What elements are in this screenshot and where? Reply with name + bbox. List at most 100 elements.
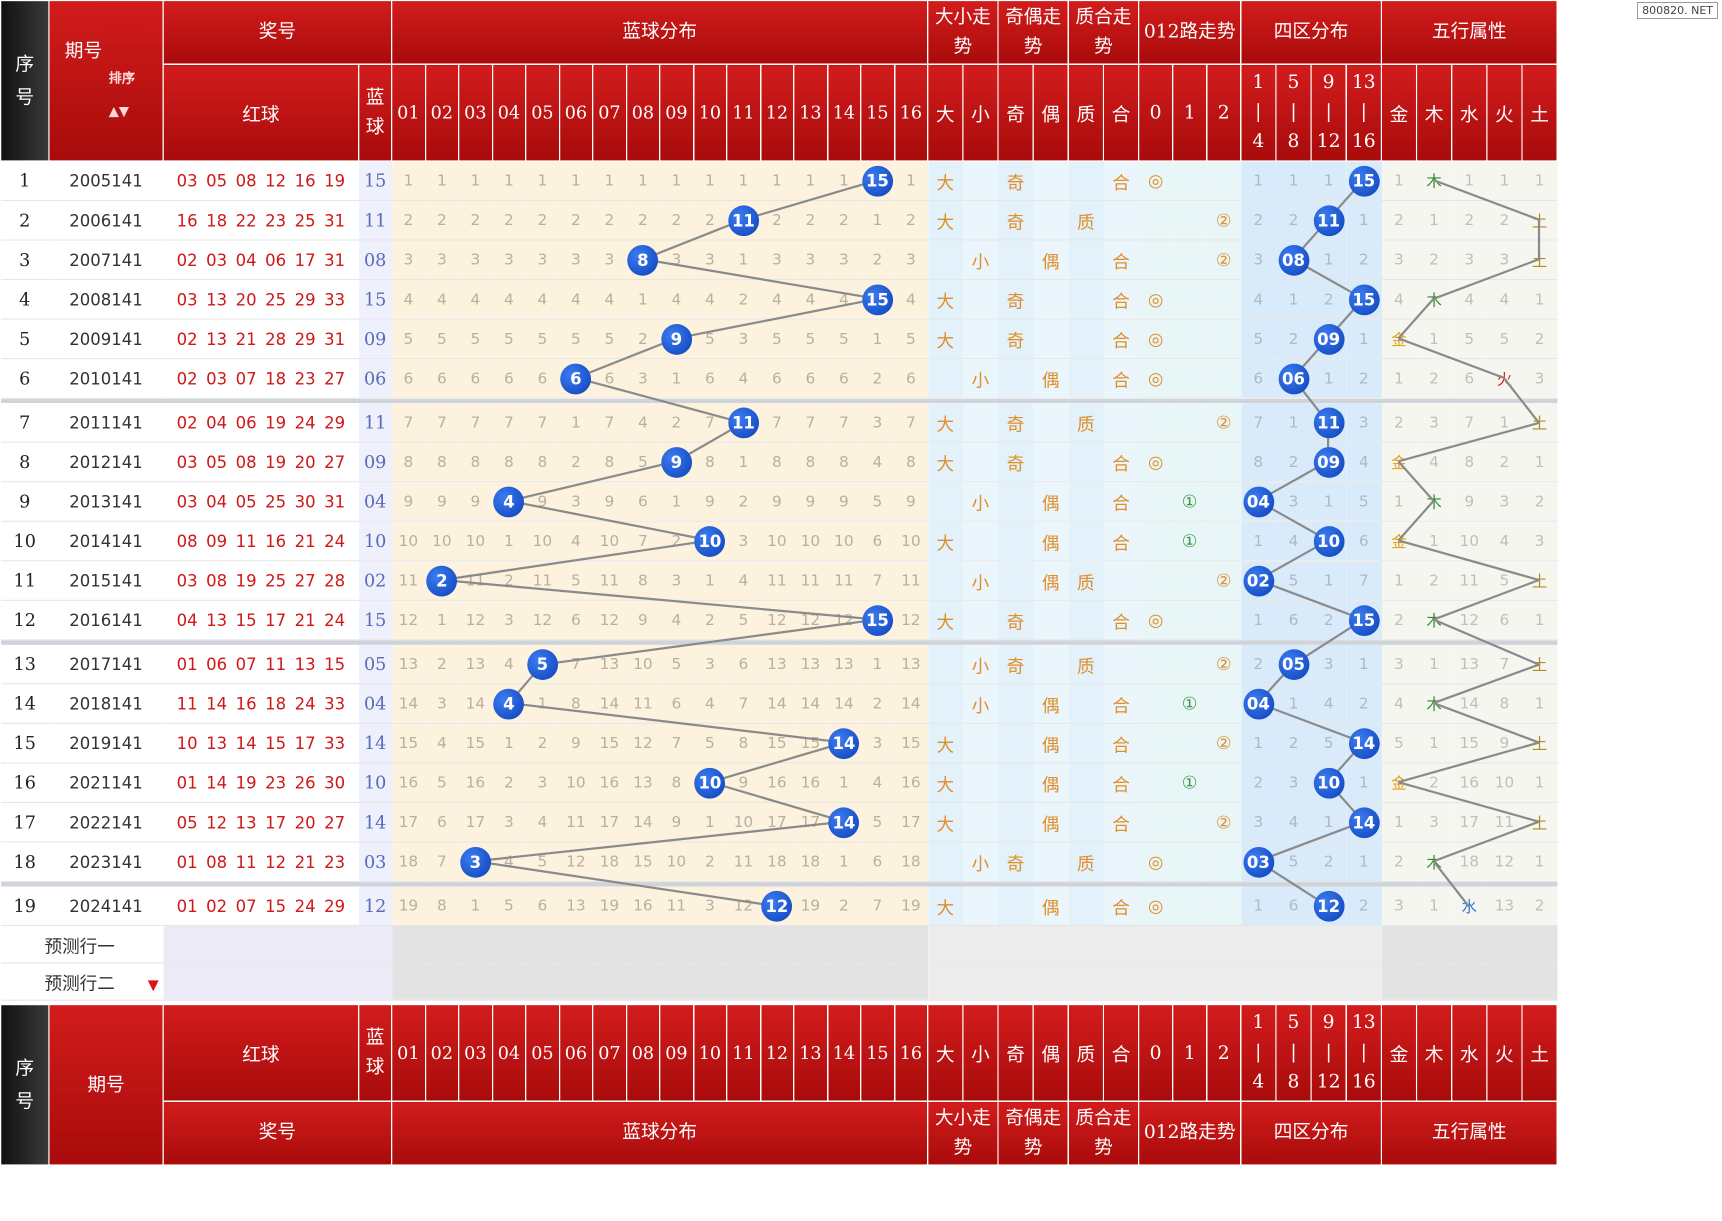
predict-input[interactable] — [163, 962, 392, 1001]
wx-cell: 1 — [1521, 442, 1558, 483]
predict-row2[interactable]: 预测行二 ▼ — [0, 962, 1558, 1001]
table-row[interactable]: 9 2013141 03 04 05 25 30 31 04 9 9 9 4 9 3 9 6 1 9 2 9 9… — [0, 481, 1558, 522]
zone-top: 9 — [1322, 71, 1335, 94]
r012-cell — [1172, 279, 1207, 320]
zone-cell: 12 — [1311, 886, 1347, 927]
zone-cell: 02 — [1240, 560, 1276, 601]
table-row[interactable]: 7 2011141 02 04 06 19 24 29 11 7 7 7 7 7 1 7 4 2 7 11 7… — [0, 403, 1558, 443]
row-seq: 12 — [0, 600, 49, 641]
table-row[interactable]: 16 2021141 01 14 19 23 26 30 10 16 5 16 2 3 10 16 1… — [0, 762, 1558, 804]
sort-button[interactable]: 排序 ▲▼ — [108, 69, 136, 119]
row-blue-ball: 14 — [358, 802, 392, 843]
header-period[interactable]: 期号 — [48, 1004, 164, 1166]
header-red: 红球 — [162, 63, 360, 162]
zone-cell: 7 — [1240, 403, 1276, 443]
row-seq: 7 — [0, 403, 49, 443]
row-blue-ball: 04 — [358, 481, 392, 522]
oe-cell — [1033, 403, 1069, 443]
table-row[interactable]: 13 2017141 01 06 07 11 13 15 05 13 2 13 4 5 7 13 10… — [0, 644, 1558, 685]
wx-cell: 土 — [1521, 240, 1558, 281]
dist-cell: 2 — [391, 200, 426, 241]
zone-cell: 04 — [1240, 683, 1276, 724]
dist-cell: 1 — [726, 442, 761, 483]
zone-cell: 1 — [1311, 358, 1347, 399]
predict-trend[interactable] — [927, 925, 1382, 964]
size-cell: 大 — [927, 279, 963, 320]
table-row[interactable]: 17 2022141 05 12 13 17 20 27 14 17 6 17 3 4 11 17 1… — [0, 802, 1558, 843]
down-arrow-icon[interactable]: ▼ — [147, 977, 159, 994]
dist-cell: 1 — [492, 723, 526, 764]
table-row[interactable]: 18 2023141 01 08 11 12 21 23 03 18 7 3 4 5 12 18 15… — [0, 842, 1558, 883]
predict-dist[interactable] — [391, 925, 928, 964]
wx-cell: 13 — [1451, 644, 1487, 685]
dist-cell: 7 — [391, 403, 426, 443]
table-row[interactable]: 5 2009141 02 13 21 28 29 31 09 5 5 5 5 5 5 5 2 9 5 3 5 5… — [0, 319, 1558, 360]
zone-cell: 1 — [1346, 762, 1382, 804]
dist-cell: 5 — [492, 319, 526, 360]
header-zone-2: 9 | 12 — [1310, 63, 1347, 162]
table-row[interactable]: 4 2008141 03 13 20 25 29 33 15 4 4 4 4 4 4 4 1 4 4 2 4 4… — [0, 279, 1558, 320]
header-zone-0: 1 | 4 — [1240, 63, 1277, 162]
table-row[interactable]: 19 2024141 01 02 07 15 24 29 12 19 8 1 5 6 13 19 16… — [0, 886, 1558, 927]
predict-dist[interactable] — [391, 962, 928, 1001]
table-row[interactable]: 8 2012141 03 05 08 19 20 27 09 8 8 8 8 8 2 8 5 9 8 1 8 8… — [0, 442, 1558, 483]
wx-cell: 10 — [1486, 762, 1522, 804]
size-cell: 小 — [962, 481, 998, 522]
dist-cell: 5 — [525, 319, 560, 360]
header-period[interactable]: 期号 排序 ▲▼ — [48, 0, 164, 162]
row-blue-ball: 10 — [358, 762, 392, 804]
table-row[interactable]: 12 2016141 04 13 15 17 21 24 15 12 1 12 3 12 6 12 9… — [0, 600, 1558, 641]
table-row[interactable]: 11 2015141 03 08 19 25 27 28 02 11 2 11 2 11 5 11 8… — [0, 560, 1558, 601]
r012-cell — [1172, 842, 1207, 883]
zone-cell: 6 — [1240, 358, 1276, 399]
dist-cell: 5 — [793, 319, 828, 360]
zone-cell: 09 — [1311, 319, 1347, 360]
dist-cell: 4 — [425, 279, 459, 320]
zone-ball-marker: 11 — [1313, 406, 1345, 438]
predict-wx[interactable] — [1381, 962, 1558, 1001]
row-red-balls: 03 04 05 25 30 31 — [163, 481, 359, 522]
table-row[interactable]: 3 2007141 02 03 04 06 17 31 08 3 3 3 3 3 3 3 8 3 3 1 3 3… — [0, 240, 1558, 281]
table-row[interactable]: 10 2014141 08 09 11 16 21 24 10 10 10 10 1 10 4 10… — [0, 521, 1558, 562]
dist-cell: 5 — [626, 442, 660, 483]
row-period: 2012141 — [48, 442, 164, 483]
dist-cell: 1 — [559, 403, 593, 443]
header-size-1: 小 — [962, 1004, 999, 1102]
predict-input[interactable] — [163, 925, 392, 964]
header-wx-4: 土 — [1521, 1004, 1558, 1102]
dist-cell: 6 — [760, 358, 794, 399]
zone-cell: 2 — [1346, 358, 1382, 399]
table-row[interactable]: 6 2010141 02 03 07 18 23 27 06 6 6 6 6 6 6 6 3 1 6 4 6 6… — [0, 358, 1558, 399]
dist-cell: 16 — [760, 762, 794, 804]
header-size-trend: 大小走势 — [927, 0, 999, 65]
zone-bottom: 8 — [1287, 1071, 1300, 1094]
dist-cell: 3 — [726, 319, 761, 360]
table-row[interactable]: 14 2018141 11 14 16 18 24 33 04 14 3 14 4 1 8 14 11… — [0, 683, 1558, 724]
zone-cell: 2 — [1346, 886, 1382, 927]
table-row[interactable]: 1 2005141 03 05 08 12 16 19 15 1 1 1 1 1 1 1 1 1 1 1 1 1… — [0, 160, 1558, 202]
dist-cell: 7 — [659, 723, 694, 764]
dist-cell: 8 — [492, 442, 526, 483]
wx-cell: 14 — [1451, 683, 1487, 724]
wx-cell: 6 — [1451, 358, 1487, 399]
predict-row1[interactable]: 预测行一 — [0, 925, 1558, 964]
zone-cell: 2 — [1240, 200, 1276, 241]
r012-cell — [1138, 683, 1173, 724]
r012-cell — [1138, 403, 1173, 443]
blue-ball-marker: 6 — [560, 363, 592, 394]
zone-cell: 4 — [1240, 279, 1276, 320]
dist-cell: 12 — [760, 886, 794, 927]
header-num-02: 02 — [424, 63, 460, 162]
oe-cell: 偶 — [1033, 481, 1069, 522]
predict-trend[interactable] — [927, 962, 1382, 1001]
table-row[interactable]: 2 2006141 16 18 22 23 25 31 11 2 2 2 2 2 2 2 2 2 2 11 2… — [0, 200, 1558, 241]
table-row[interactable]: 15 2019141 10 13 14 15 17 33 14 15 4 15 1 2 9 15 12… — [0, 723, 1558, 764]
zone-top: 5 — [1287, 1011, 1300, 1034]
header-wx-2: 水 — [1451, 63, 1488, 162]
zone-cell: 5 — [1311, 723, 1347, 764]
predict-wx[interactable] — [1381, 925, 1558, 964]
zone-cell: 2 — [1240, 644, 1276, 685]
header-prize: 奖号 — [162, 1100, 393, 1166]
r012-cell: ◎ — [1138, 600, 1173, 641]
row-blue-ball: 06 — [358, 358, 392, 399]
